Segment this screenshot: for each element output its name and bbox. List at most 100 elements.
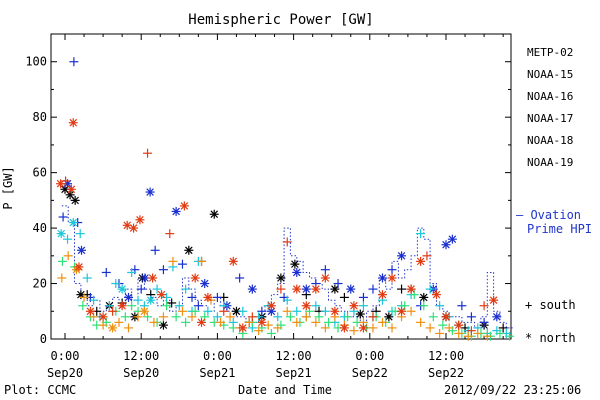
north-star-marker [70, 195, 80, 205]
south-plus-marker [247, 312, 257, 322]
legend-entry: NOAA-19 [527, 156, 573, 169]
south-plus-marker [419, 301, 429, 311]
north-star-marker [190, 273, 200, 283]
north-star-marker [266, 306, 276, 316]
north-star-marker [68, 118, 78, 128]
south-plus-marker [406, 306, 416, 316]
south-plus-marker [75, 229, 85, 239]
north-star-marker [301, 284, 311, 294]
north-star-marker [301, 301, 311, 311]
footer-plot-credit: Plot: CCMC [4, 383, 76, 397]
south-plus-marker [339, 292, 349, 302]
north-star-marker [489, 295, 499, 305]
south-plus-marker [162, 301, 172, 311]
south-plus-marker [438, 320, 448, 330]
south-plus-marker [181, 284, 191, 294]
south-plus-marker [114, 317, 124, 327]
legend-entry: NOAA-17 [527, 112, 573, 125]
north-star-marker [108, 323, 118, 333]
south-plus-marker [212, 312, 222, 322]
marker-key-north: * north [525, 331, 576, 345]
south-plus-marker [212, 292, 222, 302]
north-star-marker [454, 320, 464, 330]
south-plus-marker [57, 256, 67, 266]
south-plus-marker [171, 312, 181, 322]
south-plus-marker [301, 312, 311, 322]
north-star-marker [378, 273, 387, 283]
south-plus-marker [120, 312, 130, 322]
south-plus-marker [193, 301, 203, 311]
south-plus-marker [58, 212, 68, 222]
south-plus-marker [61, 176, 71, 186]
x-axis-ticks: 0:00 Sep20 12:00 Sep20 0:00 Sep21 12:00 Sep21 0:… [47, 34, 504, 380]
south-plus-marker [282, 306, 292, 316]
north-star-marker [311, 284, 321, 294]
south-plus-marker [238, 306, 248, 316]
legend-entry: NOAA-16 [527, 90, 573, 103]
north-star-marker [74, 262, 84, 272]
north-star-marker [117, 301, 127, 311]
north-star-marker [146, 295, 156, 305]
south-plus-marker [216, 317, 226, 327]
x-tick-time-label: 12:00 [276, 349, 312, 363]
south-plus-marker [416, 317, 426, 327]
south-plus-marker [190, 306, 200, 316]
south-plus-marker [276, 284, 286, 294]
south-plus-marker [244, 317, 254, 327]
north-star-marker [148, 273, 158, 283]
south-plus-marker [167, 298, 177, 308]
north-star-marker [66, 184, 76, 194]
south-plus-marker [136, 284, 146, 294]
south-plus-marker [425, 284, 435, 294]
south-plus-marker [187, 292, 197, 302]
north-star-marker [203, 292, 213, 302]
north-star-marker [441, 312, 451, 322]
south-plus-marker [266, 328, 276, 338]
south-plus-marker [479, 301, 489, 311]
south-plus-marker [158, 265, 168, 275]
south-plus-marker [273, 312, 283, 322]
south-plus-marker [387, 323, 397, 333]
north-star-marker [330, 306, 340, 316]
south-plus-marker [150, 245, 160, 255]
south-plus-marker [285, 312, 295, 322]
north-star-marker [209, 209, 219, 219]
north-star-marker [129, 223, 139, 233]
north-star-marker [431, 290, 441, 300]
north-star-marker [330, 284, 340, 294]
legend: METP-02 NOAA-15 NOAA-16 NOAA-17 NOAA-18 NOAA-… [527, 46, 573, 169]
south-plus-marker [479, 317, 489, 327]
north-star-marker [68, 218, 78, 228]
south-plus-marker [416, 229, 426, 239]
north-star-marker [397, 306, 407, 316]
south-plus-marker [457, 301, 467, 311]
south-plus-marker [168, 256, 178, 266]
south-plus-marker [282, 295, 292, 305]
south-plus-marker [124, 323, 133, 333]
south-plus-marker [63, 251, 73, 261]
south-plus-marker [292, 306, 302, 316]
x-tick-date-label: Sep22 [352, 366, 388, 380]
north-star-marker [77, 245, 87, 255]
south-plus-marker [498, 323, 508, 333]
south-plus-marker [69, 57, 79, 67]
south-plus-marker [444, 323, 454, 333]
chart-title: Hemispheric Power [GW] [188, 12, 373, 28]
south-plus-marker [104, 301, 114, 311]
south-plus-marker [257, 306, 267, 316]
north-star-marker [397, 251, 407, 261]
north-star-marker [349, 301, 359, 311]
south-plus-marker [314, 312, 324, 322]
south-plus-marker [82, 273, 92, 283]
south-plus-marker [127, 267, 137, 277]
y-tick-label: 0 [40, 332, 47, 346]
north-star-marker [276, 273, 286, 283]
south-plus-marker [108, 306, 118, 316]
x-tick-date-label: Sep21 [276, 366, 312, 380]
x-axis-label: Date and Time [238, 383, 332, 397]
south-plus-marker [320, 306, 330, 316]
ovation-label-line2: Prime HPI [527, 222, 592, 236]
south-plus-marker [368, 312, 378, 322]
south-plus-marker [311, 301, 321, 311]
south-plus-marker [111, 279, 121, 289]
